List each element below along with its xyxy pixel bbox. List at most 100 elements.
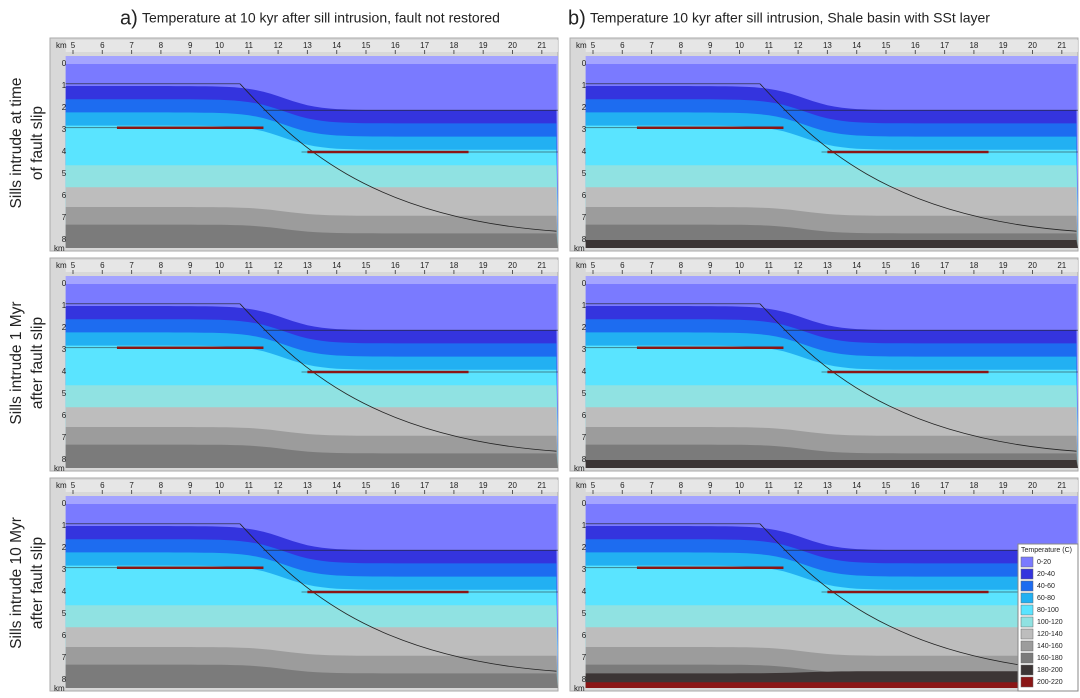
x-tick-label: 14: [332, 481, 341, 490]
x-tick-label: 13: [823, 261, 832, 270]
x-tick-label: 12: [794, 261, 803, 270]
depth-tick-label: 7: [582, 653, 587, 662]
x-tick-label: 8: [159, 261, 164, 270]
x-tick-label: 17: [420, 261, 429, 270]
depth-tick-label: 0: [62, 499, 67, 508]
depth-tick-label: 6: [582, 191, 587, 200]
axis-unit: km: [54, 684, 65, 693]
x-tick-label: 15: [882, 41, 891, 50]
x-tick-label: 5: [591, 481, 596, 490]
x-tick-label: 5: [71, 41, 76, 50]
panel-letter: a): [120, 7, 138, 29]
depth-tick-label: 8: [582, 675, 587, 684]
x-tick-label: 21: [1057, 261, 1066, 270]
x-tick-label: 15: [362, 481, 371, 490]
axis-unit: km: [56, 41, 67, 50]
x-tick-label: 8: [679, 261, 684, 270]
legend-label: 60-80: [1037, 595, 1055, 602]
x-tick-label: 9: [708, 41, 713, 50]
legend-swatch: [1021, 569, 1033, 579]
x-tick-label: 17: [940, 41, 949, 50]
x-tick-label: 16: [911, 261, 920, 270]
legend-label: 200-220: [1037, 679, 1063, 686]
depth-tick-label: 8: [62, 675, 67, 684]
x-tick-label: 12: [274, 41, 283, 50]
temperature-band: [586, 460, 1078, 468]
axis-unit: km: [576, 41, 587, 50]
depth-tick-label: 8: [62, 455, 67, 464]
x-tick-label: 14: [852, 261, 861, 270]
x-tick-label: 8: [159, 41, 164, 50]
x-tick-label: 9: [708, 261, 713, 270]
x-tick-label: 8: [159, 481, 164, 490]
x-tick-label: 18: [969, 481, 978, 490]
x-tick-label: 12: [274, 481, 283, 490]
depth-tick-label: 0: [62, 279, 67, 288]
column-title: Temperature at 10 kyr after sill intrusi…: [142, 10, 500, 26]
depth-tick-label: 8: [62, 235, 67, 244]
x-tick-label: 7: [129, 481, 134, 490]
x-tick-label: 5: [71, 261, 76, 270]
x-tick-label: 20: [508, 41, 517, 50]
x-tick-label: 6: [620, 41, 625, 50]
x-tick-label: 13: [823, 41, 832, 50]
column-title: Temperature 10 kyr after sill intrusion,…: [590, 10, 990, 26]
legend-swatch: [1021, 593, 1033, 603]
legend-label: 100-120: [1037, 619, 1063, 626]
depth-tick-label: 7: [62, 213, 67, 222]
depth-tick-label: 3: [582, 565, 587, 574]
x-tick-label: 15: [362, 41, 371, 50]
depth-tick-label: 5: [582, 169, 587, 178]
x-tick-label: 11: [245, 261, 254, 270]
x-tick-label: 9: [188, 481, 193, 490]
x-tick-label: 17: [420, 41, 429, 50]
x-tick-label: 18: [449, 261, 458, 270]
x-tick-label: 10: [735, 41, 744, 50]
x-tick-label: 18: [969, 261, 978, 270]
axis-unit: km: [56, 481, 67, 490]
x-tick-label: 14: [852, 41, 861, 50]
x-tick-label: 10: [735, 261, 744, 270]
x-tick-label: 9: [188, 41, 193, 50]
x-tick-label: 6: [620, 481, 625, 490]
axis-unit: km: [574, 684, 585, 693]
x-tick-label: 17: [420, 481, 429, 490]
x-tick-label: 5: [591, 261, 596, 270]
depth-tick-label: 4: [62, 367, 67, 376]
x-tick-label: 20: [1028, 41, 1037, 50]
legend-label: 140-160: [1037, 643, 1063, 650]
x-tick-label: 7: [649, 481, 654, 490]
temperature-band: [586, 682, 1078, 688]
legend-label: 40-60: [1037, 583, 1055, 590]
depth-tick-label: 6: [62, 191, 67, 200]
depth-tick-label: 6: [582, 631, 587, 640]
x-tick-label: 19: [999, 41, 1008, 50]
legend-label: 180-200: [1037, 667, 1063, 674]
legend: Temperature (C)0-2020-4040-6060-8080-100…: [1018, 544, 1078, 691]
depth-tick-label: 6: [62, 411, 67, 420]
x-tick-label: 11: [765, 481, 774, 490]
depth-tick-label: 4: [582, 367, 587, 376]
axis-unit: km: [54, 244, 65, 253]
legend-swatch: [1021, 665, 1033, 675]
x-tick-label: 21: [1057, 41, 1066, 50]
row-label: Sills intrude at time: [8, 78, 25, 209]
legend-swatch: [1021, 641, 1033, 651]
legend-swatch: [1021, 629, 1033, 639]
axis-unit: km: [574, 464, 585, 473]
depth-tick-label: 1: [582, 521, 587, 530]
x-tick-label: 15: [882, 261, 891, 270]
depth-tick-label: 5: [62, 609, 67, 618]
x-tick-label: 19: [999, 481, 1008, 490]
x-tick-label: 5: [71, 481, 76, 490]
depth-tick-label: 2: [62, 543, 67, 552]
row-label: after fault slip: [29, 317, 46, 409]
x-tick-label: 13: [823, 481, 832, 490]
x-tick-label: 16: [391, 261, 400, 270]
depth-tick-label: 2: [582, 543, 587, 552]
x-tick-label: 13: [303, 41, 312, 50]
legend-swatch: [1021, 581, 1033, 591]
depth-tick-label: 1: [62, 521, 67, 530]
x-tick-label: 10: [215, 261, 224, 270]
